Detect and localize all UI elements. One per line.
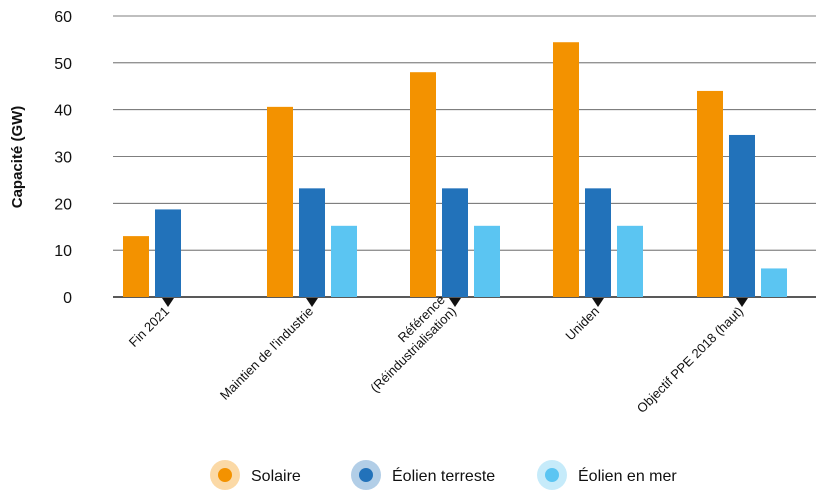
category-label: Objectif PPE 2018 (haut)	[634, 304, 746, 416]
category-label-line: Uniden	[562, 304, 602, 344]
category-marker	[592, 298, 604, 307]
bar-3-3	[474, 225, 500, 297]
bar-1-4	[553, 42, 579, 297]
legend-label: Éolien terreste	[392, 466, 495, 485]
bar-3-5	[761, 268, 787, 297]
category-label: Fin 2021	[126, 304, 172, 350]
y-axis: 0 10 20 30 40 50 60	[54, 9, 72, 307]
legend-marker	[545, 468, 559, 482]
bar-2-5	[729, 134, 755, 297]
bar-1-5	[697, 90, 723, 297]
y-tick-label: 60	[54, 9, 72, 26]
bar-3-4	[617, 225, 643, 297]
x-axis: Fin 2021 Maintien de l'industrie Référence…	[126, 292, 748, 416]
category-label: Référence(Réindustrialisation)	[367, 292, 459, 395]
bars	[123, 42, 787, 298]
y-tick-label: 40	[54, 103, 72, 120]
legend-marker	[359, 468, 373, 482]
category-label: Maintien de l'industrie	[217, 304, 316, 403]
bar-2-1	[155, 209, 181, 297]
category-marker	[306, 298, 318, 307]
bar-1-3	[410, 72, 436, 297]
y-tick-label: 50	[54, 56, 72, 73]
bar-1-1	[123, 236, 149, 297]
bar-1-2	[267, 106, 293, 298]
y-tick-label: 30	[54, 150, 72, 167]
legend: Solaire Éolien terreste Éolien en mer	[210, 460, 677, 490]
category-marker	[449, 298, 461, 307]
category-label: Uniden	[562, 304, 602, 344]
bar-2-2	[299, 188, 325, 297]
y-tick-label: 0	[63, 290, 72, 307]
bar-2-3	[442, 188, 468, 297]
legend-label: Éolien en mer	[578, 466, 677, 485]
y-tick-label: 20	[54, 196, 72, 213]
category-label-line: Fin 2021	[126, 304, 172, 350]
bar-2-4	[585, 188, 611, 297]
legend-marker	[218, 468, 232, 482]
category-marker	[736, 298, 748, 307]
bar-3-2	[331, 225, 357, 297]
category-marker	[162, 298, 174, 307]
legend-label: Solaire	[251, 468, 301, 485]
y-tick-label: 10	[54, 243, 72, 260]
category-label-line: Objectif PPE 2018 (haut)	[634, 304, 746, 416]
y-axis-label: Capacité (GW)	[9, 106, 26, 209]
category-label-line: Maintien de l'industrie	[217, 304, 316, 403]
